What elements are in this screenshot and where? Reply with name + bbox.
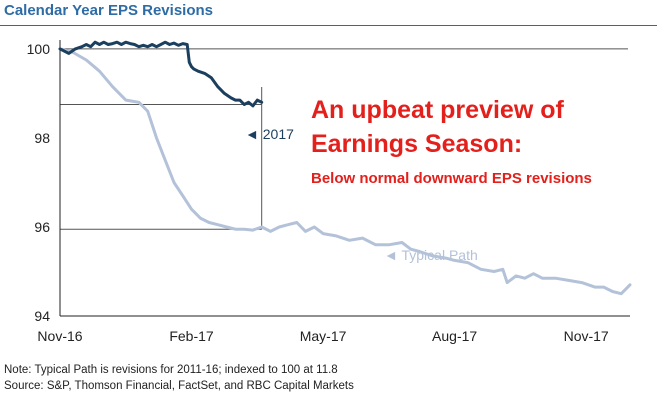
x-tick-label-feb-17: Feb-17 bbox=[169, 328, 214, 344]
series-label-2017: ◄ 2017 bbox=[245, 126, 294, 142]
y-tick-label-94: 94 bbox=[34, 308, 50, 324]
chart-title: Calendar Year EPS Revisions bbox=[4, 2, 213, 19]
y-tick-label-100: 100 bbox=[27, 41, 51, 57]
x-tick-label-nov-17: Nov-17 bbox=[564, 328, 609, 344]
y-tick-label-96: 96 bbox=[34, 219, 50, 235]
x-tick-label-nov-16: Nov-16 bbox=[37, 328, 82, 344]
headline-line-1: An upbeat preview of bbox=[311, 96, 564, 124]
chart-source: Source: S&P, Thomson Financial, FactSet,… bbox=[4, 380, 354, 392]
y-tick-label-98: 98 bbox=[34, 130, 50, 146]
title-divider bbox=[0, 25, 657, 26]
series-line-typical-path bbox=[58, 47, 632, 296]
series-label-typical-path: ◄ Typical Path bbox=[384, 247, 478, 263]
x-tick-label-may-17: May-17 bbox=[300, 328, 347, 344]
chart-note: Note: Typical Path is revisions for 2011… bbox=[4, 364, 338, 376]
headline-subtitle: Below normal downward EPS revisions bbox=[311, 170, 592, 187]
x-tick-label-aug-17: Aug-17 bbox=[432, 328, 477, 344]
series-line-2017 bbox=[58, 40, 264, 108]
headline-line-2: Earnings Season: bbox=[311, 130, 523, 158]
